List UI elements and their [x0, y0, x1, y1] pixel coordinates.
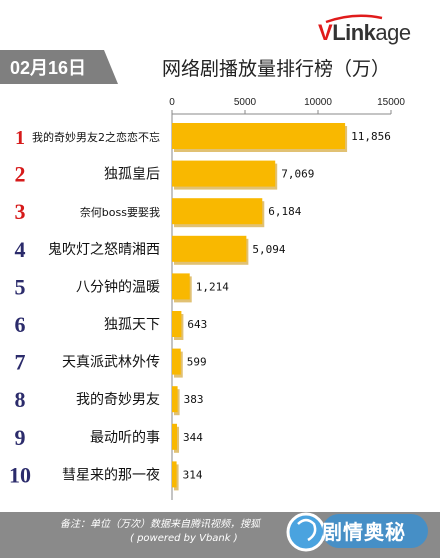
bar-value-label: 11,856: [351, 130, 391, 143]
rank-number: 10: [9, 462, 31, 487]
x-tick-label: 15000: [377, 97, 405, 108]
rank-number: 3: [15, 199, 26, 224]
bar-value-label: 7,069: [281, 168, 314, 181]
bar-value-label: 599: [187, 356, 207, 369]
bar: [172, 348, 181, 375]
category-label: 我的奇妙男友: [76, 391, 160, 408]
x-tick-label: 0: [169, 97, 175, 108]
footer-note-line1: 备注：单位（万次）数据来自腾讯视频，搜狐: [60, 519, 260, 530]
x-tick-label: 10000: [304, 97, 332, 108]
bar-value-label: 383: [184, 393, 204, 406]
bar-value-label: 314: [183, 468, 203, 481]
category-label: 独孤皇后: [104, 167, 160, 183]
bar: [172, 386, 178, 413]
category-label: 我的奇妙男友2之恋恋不忘: [32, 130, 160, 144]
category-label: 八分钟的温暖: [76, 278, 160, 295]
rank-number: 1: [15, 127, 25, 149]
logo-age: age: [375, 20, 411, 45]
bar-chart: 0 5000 10000 15000 11,856 1 我的奇妙男友2之恋恋不忘 7,069 2…: [9, 97, 405, 500]
rank-number: 7: [15, 350, 26, 375]
bar: [172, 235, 247, 262]
logo-v: V: [318, 20, 333, 45]
rank-number: 5: [15, 274, 26, 299]
bar-value-label: 643: [187, 318, 207, 331]
category-label: 奈何boss要娶我: [80, 205, 160, 219]
rank-number: 8: [15, 387, 26, 412]
badge-bubble: [286, 512, 428, 552]
bar-value-label: 5,094: [252, 243, 285, 256]
bar: [172, 273, 190, 300]
badge-text: 剧情奥秘: [322, 520, 406, 544]
logo-swoosh-icon: [325, 14, 383, 24]
rank-number: 9: [15, 425, 26, 450]
category-label: 彗星来的那一夜: [62, 467, 160, 483]
bar-value-label: 344: [183, 431, 203, 444]
bar-value-label: 6,184: [268, 205, 301, 218]
bar: [172, 160, 276, 187]
footer-note: 备注：单位（万次）数据来自腾讯视频，搜狐 ( powered by Vbank …: [60, 518, 350, 546]
vlinkage-logo: VLinkage: [318, 12, 430, 46]
category-label: 最动听的事: [90, 430, 160, 446]
bar-value-label: 1,214: [196, 280, 229, 293]
bar: [172, 198, 263, 225]
category-label: 天真派武林外传: [62, 355, 160, 371]
logo-link: Link: [332, 20, 376, 45]
rank-number: 4: [15, 237, 26, 262]
x-tick-label: 5000: [234, 97, 257, 108]
page-title: 网络剧播放量排行榜（万）: [161, 58, 390, 80]
category-label: 独孤天下: [104, 317, 160, 333]
bar: [172, 311, 182, 337]
date-label: 02月16日: [10, 58, 87, 78]
logo-text: VLinkage: [318, 20, 411, 46]
footer-note-line2: ( powered by Vbank ): [130, 533, 238, 544]
rank-number: 2: [15, 162, 26, 187]
bar: [172, 123, 346, 149]
category-label: 鬼吹灯之怒晴湘西: [48, 242, 160, 258]
bar: [172, 461, 177, 488]
bar: [172, 423, 178, 450]
date-banner: [0, 50, 118, 84]
rank-number: 6: [15, 312, 26, 337]
